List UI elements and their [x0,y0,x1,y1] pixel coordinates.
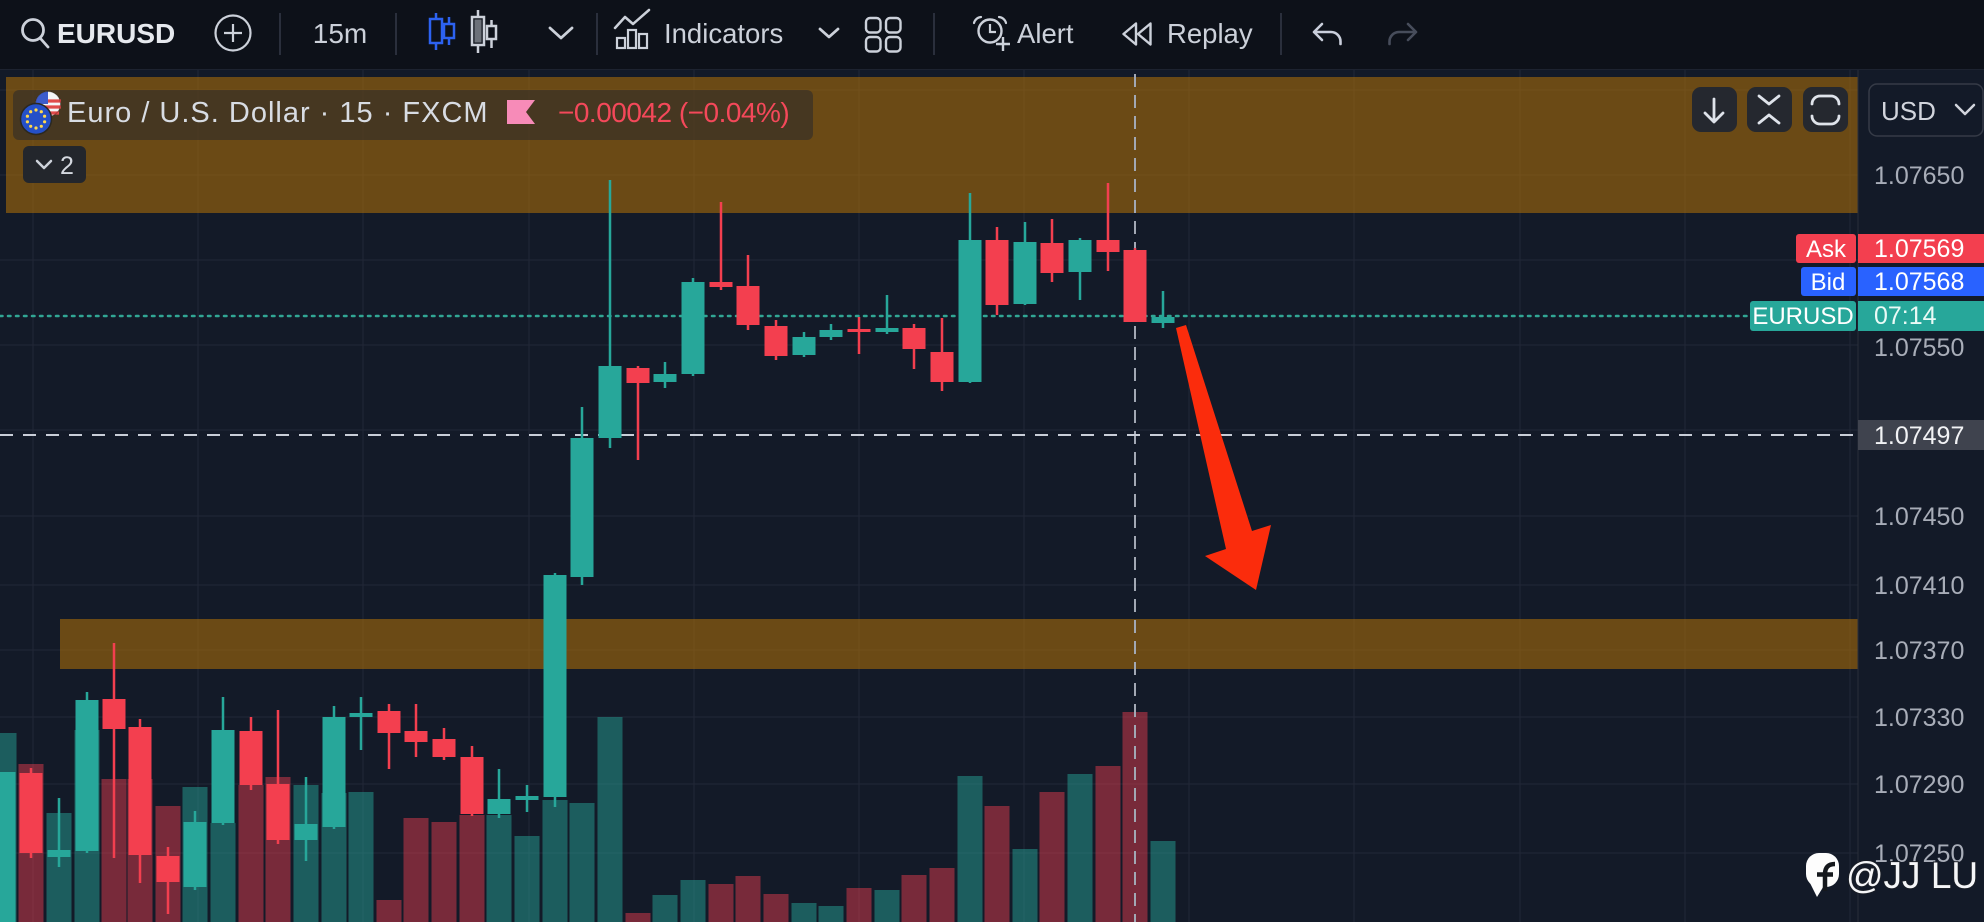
svg-text:1.07370: 1.07370 [1874,637,1964,665]
svg-text:−0.00042 (−0.04%): −0.00042 (−0.04%) [558,97,789,128]
svg-text:1.07497: 1.07497 [1874,422,1964,450]
svg-text:07:14: 07:14 [1874,302,1937,330]
svg-text:EURUSD: EURUSD [1752,303,1853,330]
svg-text:@JJ LU: @JJ LU [1846,855,1978,896]
svg-text:Bid: Bid [1811,269,1846,296]
svg-text:15m: 15m [313,18,367,49]
svg-text:2: 2 [60,152,74,180]
svg-text:Alert: Alert [1017,18,1074,49]
svg-text:Ask: Ask [1806,236,1847,263]
svg-text:1.07569: 1.07569 [1874,235,1964,263]
svg-text:1.07450: 1.07450 [1874,503,1964,531]
svg-text:EURUSD: EURUSD [57,18,175,49]
svg-text:1.07568: 1.07568 [1874,268,1964,296]
svg-text:1.07250: 1.07250 [1874,840,1964,868]
svg-text:1.07550: 1.07550 [1874,334,1964,362]
svg-text:Euro / U.S. Dollar · 15 · FXCM: Euro / U.S. Dollar · 15 · FXCM [67,97,489,129]
svg-text:1.07290: 1.07290 [1874,771,1964,799]
svg-text:USD: USD [1881,96,1936,126]
svg-text:Replay: Replay [1167,18,1253,49]
svg-text:1.07330: 1.07330 [1874,704,1964,732]
svg-text:Indicators: Indicators [664,18,783,49]
svg-text:1.07650: 1.07650 [1874,162,1964,190]
svg-text:1.07410: 1.07410 [1874,572,1964,600]
